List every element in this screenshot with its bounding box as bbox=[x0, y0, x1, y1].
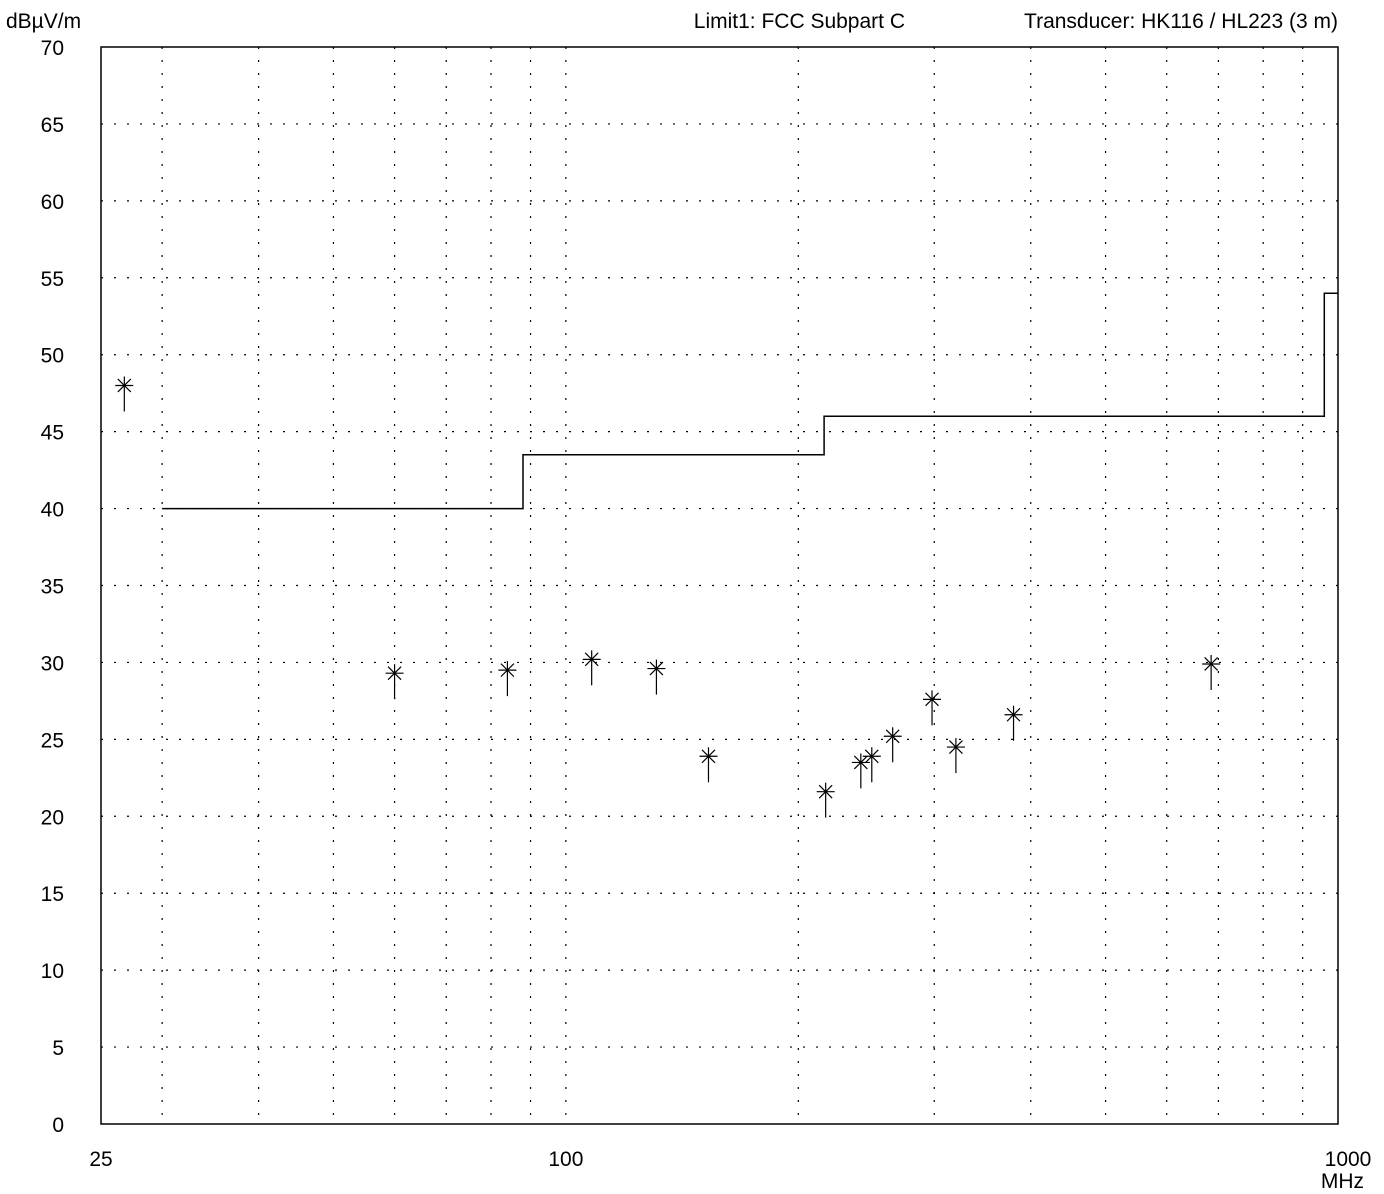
measurement-marker bbox=[883, 727, 902, 763]
y-tick-label: 0 bbox=[52, 1114, 64, 1137]
y-tick-label: 30 bbox=[41, 652, 64, 675]
measurement-marker bbox=[115, 376, 134, 412]
x-tick-label: 100 bbox=[548, 1148, 583, 1171]
y-tick-label: 5 bbox=[52, 1037, 64, 1060]
x-tick-labels: 25 100 1000 bbox=[89, 1148, 1371, 1171]
measurement-marker bbox=[699, 747, 718, 783]
measurement-marker bbox=[816, 782, 835, 818]
y-tick-label: 55 bbox=[41, 268, 64, 291]
measurement-marker bbox=[647, 659, 666, 695]
x-tick-label: 1000 bbox=[1325, 1148, 1372, 1171]
limit-line-group bbox=[162, 292, 1338, 510]
x-axis-unit-label: MHz bbox=[1321, 1170, 1364, 1193]
transducer-header: Transducer: HK116 / HL223 (3 m) bbox=[1024, 10, 1338, 33]
y-tick-label: 65 bbox=[41, 114, 64, 137]
measurement-marker bbox=[923, 690, 942, 726]
measurement-marker bbox=[1004, 705, 1023, 741]
y-tick-label: 50 bbox=[41, 345, 64, 368]
grid bbox=[101, 47, 1338, 1124]
measurement-marker bbox=[946, 738, 965, 774]
y-tick-label: 25 bbox=[41, 729, 64, 752]
y-tick-label: 45 bbox=[41, 422, 64, 445]
y-tick-label: 40 bbox=[41, 499, 64, 522]
y-tick-label: 70 bbox=[41, 37, 64, 60]
y-tick-label: 20 bbox=[41, 806, 64, 829]
measurement-marker bbox=[498, 661, 517, 697]
y-tick-label: 60 bbox=[41, 191, 64, 214]
limit-line bbox=[162, 292, 1338, 510]
measurement-marker bbox=[862, 747, 881, 783]
limit-header: Limit1: FCC Subpart C bbox=[694, 10, 905, 33]
y-axis-label: dBµV/m bbox=[6, 10, 81, 33]
y-tick-label: 15 bbox=[41, 883, 64, 906]
x-tick-label: 25 bbox=[89, 1148, 112, 1171]
plot-frame bbox=[100, 46, 1339, 1125]
measurement-marker bbox=[851, 753, 870, 789]
y-tick-label: 10 bbox=[41, 960, 64, 983]
measurement-points bbox=[115, 376, 1221, 818]
measurement-marker bbox=[1202, 654, 1221, 690]
y-tick-labels: 0 5 10 15 20 25 30 35 40 45 50 55 60 65 70 bbox=[41, 37, 64, 1137]
measurement-marker bbox=[582, 650, 601, 686]
y-tick-label: 35 bbox=[41, 576, 64, 599]
measurement-marker bbox=[385, 664, 404, 700]
